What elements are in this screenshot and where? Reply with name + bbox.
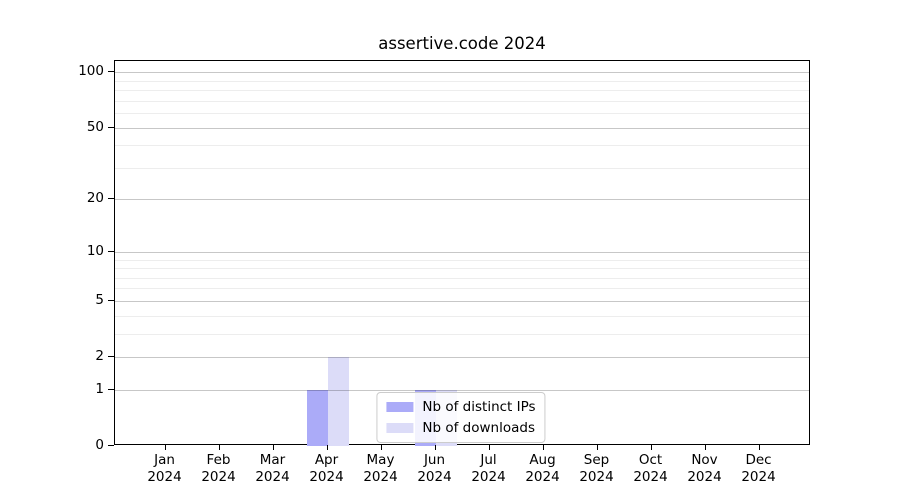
gridline-minor [115,167,809,169]
x-tick-year: 2024 [363,469,398,485]
x-tick-month: Mar [259,452,286,468]
x-tick-year: 2024 [687,469,722,485]
legend-item-nb-of-downloads: Nb of downloads [386,419,535,437]
x-tick-month: Aug [529,452,556,468]
x-tick-label-jul: Jul 2024 [454,452,524,486]
x-tick [758,445,760,450]
x-tick-label-feb: Feb 2024 [184,452,254,486]
gridline-major [115,127,809,129]
y-tick-label: 20 [86,190,104,207]
y-tick [108,251,114,252]
x-tick [218,445,220,450]
gridline-major [115,72,809,74]
x-tick [650,445,652,450]
legend-swatch-nb-of-downloads [386,423,414,433]
x-tick-label-aug: Aug 2024 [508,452,578,486]
bar-apr-nb-of-distinct-ips [306,389,328,446]
x-tick-month: Feb [206,452,231,468]
grid-layer [115,61,809,444]
legend-label: Nb of distinct IPs [422,399,536,415]
y-tick [108,127,114,128]
x-tick [596,445,598,450]
x-tick-year: 2024 [741,469,776,485]
y-tick [108,389,114,390]
gridline-major [115,251,809,253]
gridline-minor [115,90,809,92]
y-tick-label: 100 [78,63,104,80]
chart-title: assertive.code 2024 [378,34,546,53]
x-tick-year: 2024 [525,469,560,485]
x-tick-label-jun: Jun 2024 [400,452,470,486]
x-tick-month: Jan [154,452,175,468]
x-tick-label-apr: Apr 2024 [292,452,362,486]
x-tick-month: Oct [638,452,663,468]
x-tick-label-jan: Jan 2024 [130,452,200,486]
legend-swatch-nb-of-distinct-ips [386,402,414,412]
gridline-minor [115,268,809,270]
gridline-minor [115,259,809,261]
plot-area [114,60,810,446]
x-tick-month: Jun [423,452,446,468]
y-tick-label: 0 [95,437,104,453]
y-tick-label: 1 [95,380,104,397]
x-tick [704,445,706,450]
gridline-minor [115,315,809,317]
x-tick [272,445,274,450]
gridline-major [115,357,809,359]
x-tick-label-oct: Oct 2024 [616,452,686,486]
gridline-minor [115,80,809,82]
bar-apr-nb-of-downloads [327,357,349,446]
y-tick-label: 50 [86,118,104,135]
x-tick-month: Sep [583,452,610,468]
x-tick [164,445,166,450]
gridline-major [115,199,809,201]
legend-label: Nb of downloads [422,420,535,436]
x-tick-label-mar: Mar 2024 [238,452,308,486]
x-tick-year: 2024 [417,469,452,485]
x-tick-month: Jul [480,452,497,468]
gridline-minor [115,100,809,102]
x-tick [326,445,328,450]
x-tick [488,445,490,450]
x-tick-year: 2024 [471,469,506,485]
x-tick-year: 2024 [147,469,182,485]
x-tick-label-dec: Dec 2024 [724,452,794,486]
x-tick [434,445,436,450]
x-tick-year: 2024 [633,469,668,485]
gridline-minor [115,333,809,335]
x-tick-year: 2024 [255,469,290,485]
y-tick-label: 2 [95,348,104,365]
y-tick [108,198,114,199]
x-tick-month: Apr [314,452,339,468]
legend: Nb of distinct IPs Nb of downloads [376,392,546,443]
x-tick-year: 2024 [201,469,236,485]
y-tick [108,71,114,72]
x-tick-label-sep: Sep 2024 [562,452,632,486]
legend-item-nb-of-distinct-ips: Nb of distinct IPs [386,398,536,416]
gridline-minor [115,145,809,147]
x-tick [380,445,382,450]
x-tick-label-nov: Nov 2024 [670,452,740,486]
gridline-minor [115,113,809,115]
gridline-minor [115,288,809,290]
y-tick-label: 10 [86,242,104,259]
x-tick [542,445,544,450]
gridline-minor [115,277,809,279]
x-tick-month: Nov [691,452,718,468]
gridline-major [115,300,809,302]
x-tick-label-may: May 2024 [346,452,416,486]
y-tick [108,356,114,357]
x-tick-month: May [366,452,395,468]
x-tick-year: 2024 [309,469,344,485]
gridline-major [115,389,809,391]
x-tick-month: Dec [745,452,772,468]
x-tick-year: 2024 [579,469,614,485]
y-tick-label: 5 [95,291,104,308]
y-tick [108,445,114,446]
y-tick [108,300,114,301]
